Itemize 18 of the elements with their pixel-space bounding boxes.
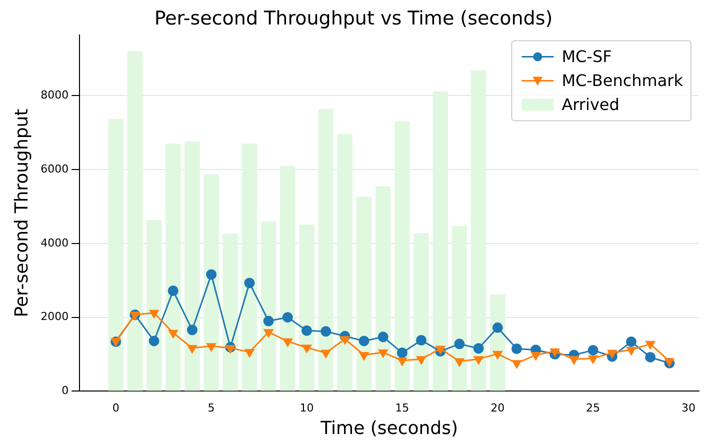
- x-tick-label: 30: [682, 402, 696, 415]
- x-tick-label: 20: [490, 402, 505, 415]
- x-tick-label: 25: [586, 402, 600, 415]
- chart-title: Per-second Throughput vs Time (seconds): [154, 7, 553, 30]
- legend-label: MC-Benchmark: [562, 70, 684, 90]
- x-axis-title: Time (seconds): [320, 418, 458, 439]
- x-tick-label: 0: [112, 402, 120, 415]
- y-tick-label: 0: [62, 384, 69, 398]
- legend-label: MC-SF: [562, 46, 612, 66]
- y-axis-title: Per-second Throughput: [11, 108, 32, 318]
- y-tick-label: 4000: [40, 236, 69, 250]
- y-tick-label: 2000: [40, 310, 69, 324]
- x-tick-label: 5: [208, 402, 215, 415]
- y-tick-label: 8000: [40, 88, 69, 102]
- x-tick-label: 10: [300, 402, 314, 415]
- legend-label: Arrived: [562, 94, 620, 114]
- y-tick-label: 6000: [40, 162, 69, 176]
- x-tick-label: 15: [395, 402, 410, 415]
